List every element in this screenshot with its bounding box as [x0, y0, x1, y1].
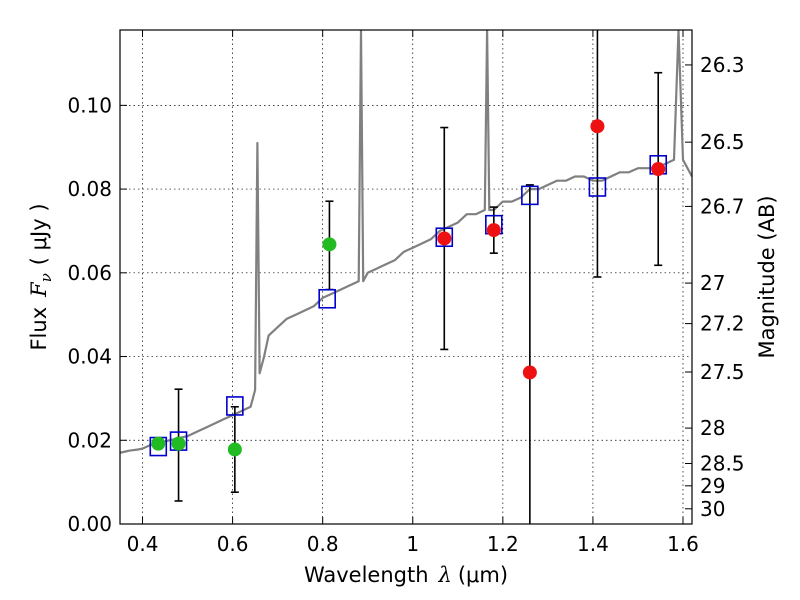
- model-photometry-point: [521, 185, 539, 206]
- magnitude-axis-title: Magnitude (AB): [755, 195, 779, 358]
- x-tick-label: 1.6: [667, 532, 699, 556]
- gridlines: [120, 30, 692, 525]
- model-photometry-point: [318, 288, 336, 309]
- nir-observation-point: [590, 119, 605, 134]
- optical-observation-point: [171, 436, 186, 451]
- nir-observation-point: [522, 365, 537, 380]
- nir-observation-point: [437, 231, 452, 246]
- y-axis-title: FluxFν( μJy ): [27, 203, 55, 350]
- y-tick-label: 0.10: [67, 93, 112, 117]
- x-tick-label: 0.8: [307, 532, 339, 556]
- y-tick-label: 0.08: [67, 177, 112, 201]
- optical-observation-point: [227, 442, 242, 457]
- magnitude-tick-label: 28.5: [700, 451, 745, 475]
- magnitude-tick-label: 26.5: [700, 130, 745, 154]
- y-tick-label: 0.06: [67, 261, 112, 285]
- y-tick-label: 0.02: [67, 428, 112, 452]
- model-spectrum-line: [120, 30, 692, 454]
- magnitude-tick-label: 26.3: [700, 53, 745, 77]
- y-tick-label: 0.04: [67, 345, 112, 369]
- nir-observation-point: [651, 161, 666, 176]
- x-tick-label: 1.4: [577, 532, 609, 556]
- x-tick-label: 1: [406, 532, 419, 556]
- x-tick-label: 0.4: [127, 532, 159, 556]
- magnitude-tick-label: 26.7: [700, 194, 745, 218]
- data-points: [149, 119, 668, 457]
- magnitude-tick-label: 28: [700, 416, 725, 440]
- nir-observation-point: [486, 223, 501, 238]
- plot-frame: [119, 29, 693, 525]
- y-tick-label: 0.00: [67, 512, 112, 536]
- model-photometry-point: [226, 396, 244, 416]
- x-axis-title: Wavelength λ (μm): [304, 563, 508, 587]
- magnitude-tick-label: 29: [700, 474, 725, 498]
- model-photometry-point: [588, 177, 607, 197]
- optical-observation-point: [322, 237, 337, 252]
- x-tick-label: 1.2: [487, 532, 519, 556]
- magnitude-tick-label: 27.5: [700, 360, 745, 384]
- magnitude-tick-label: 27.2: [700, 312, 745, 336]
- optical-observation-point: [151, 436, 166, 451]
- magnitude-tick-label: 27: [700, 271, 725, 295]
- model-photometry-point: [435, 227, 454, 248]
- model-spectrum: [120, 30, 692, 454]
- magnitude-tick-label: 30: [700, 497, 725, 521]
- axis-ticks: 0.4 0.6 0.8 1 1.2 1.4 1.6 0.00 0.02 0.04 0.06 0.08 0…: [67, 30, 745, 556]
- x-tick-label: 0.6: [217, 532, 249, 556]
- error-bars: [174, 30, 663, 524]
